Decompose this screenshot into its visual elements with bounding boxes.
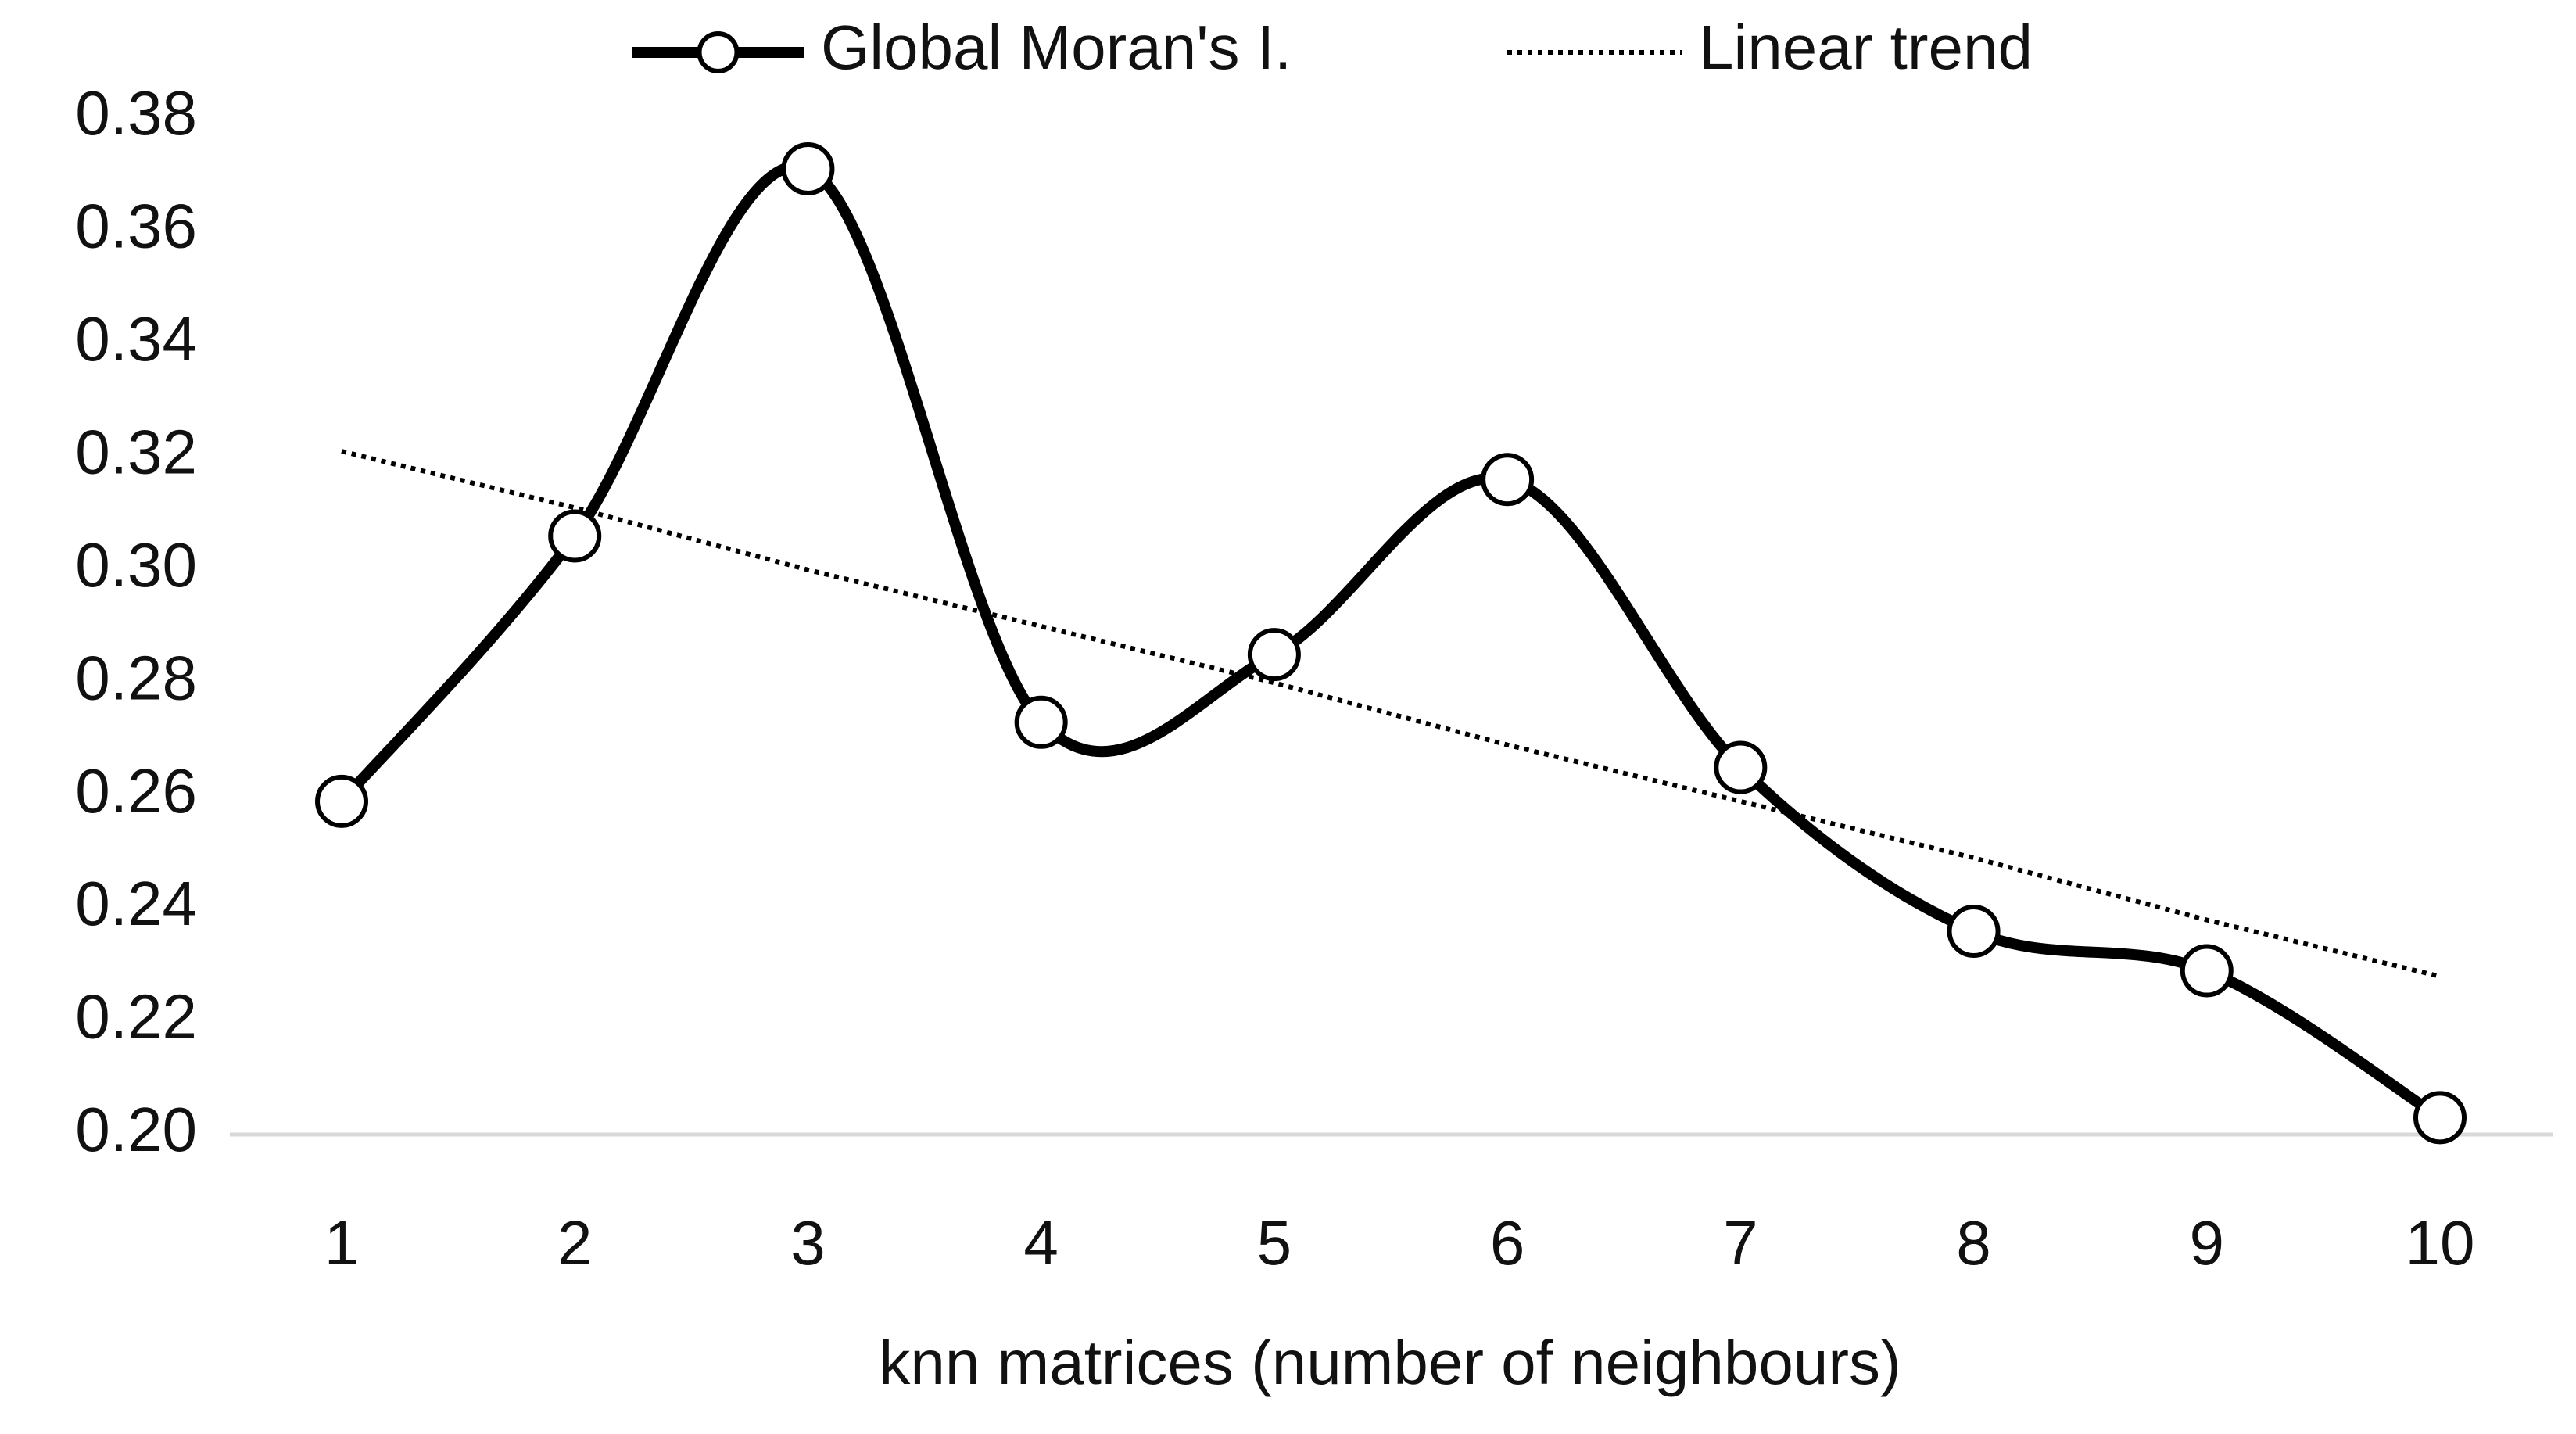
y-tick-label: 0.24 <box>75 869 197 938</box>
legend-label: Linear trend <box>1699 13 2033 82</box>
marker <box>315 774 368 828</box>
x-tick-label: 10 <box>2406 1208 2475 1278</box>
x-tick-label: 7 <box>1723 1208 1758 1278</box>
marker <box>2180 944 2234 998</box>
x-tick-label: 4 <box>1023 1208 1059 1278</box>
y-tick-label: 0.20 <box>75 1095 197 1164</box>
x-tick-label: 8 <box>1956 1208 1991 1278</box>
marker <box>548 509 602 563</box>
y-tick-label: 0.28 <box>75 643 197 712</box>
x-tick-label: 3 <box>790 1208 826 1278</box>
marker <box>1947 905 2001 958</box>
x-tick-label: 6 <box>1490 1208 1525 1278</box>
x-tick-label: 2 <box>557 1208 593 1278</box>
x-tick-label: 9 <box>2190 1208 2225 1278</box>
marker <box>1247 628 1301 682</box>
y-tick-label: 0.22 <box>75 982 197 1052</box>
x-tick-label: 1 <box>324 1208 360 1278</box>
y-tick-label: 0.38 <box>75 78 197 148</box>
marker <box>1714 740 1768 794</box>
marker <box>1014 695 1068 749</box>
trend-line <box>341 449 2441 979</box>
y-tick-label: 0.34 <box>75 304 197 374</box>
y-tick-label: 0.30 <box>75 530 197 600</box>
y-tick-label: 0.26 <box>75 756 197 826</box>
x-tick-label: 5 <box>1257 1208 1292 1278</box>
marker <box>1481 453 1535 507</box>
series-line <box>337 161 2443 1123</box>
y-tick-label: 0.36 <box>75 192 197 261</box>
marker <box>2413 1091 2467 1145</box>
x-axis-title: knn matrices (number of neighbours) <box>879 1328 1901 1397</box>
marker <box>781 142 835 195</box>
y-tick-label: 0.32 <box>75 417 197 486</box>
legend-marker <box>697 31 740 73</box>
legend-label: Global Moran's I. <box>821 13 1292 82</box>
